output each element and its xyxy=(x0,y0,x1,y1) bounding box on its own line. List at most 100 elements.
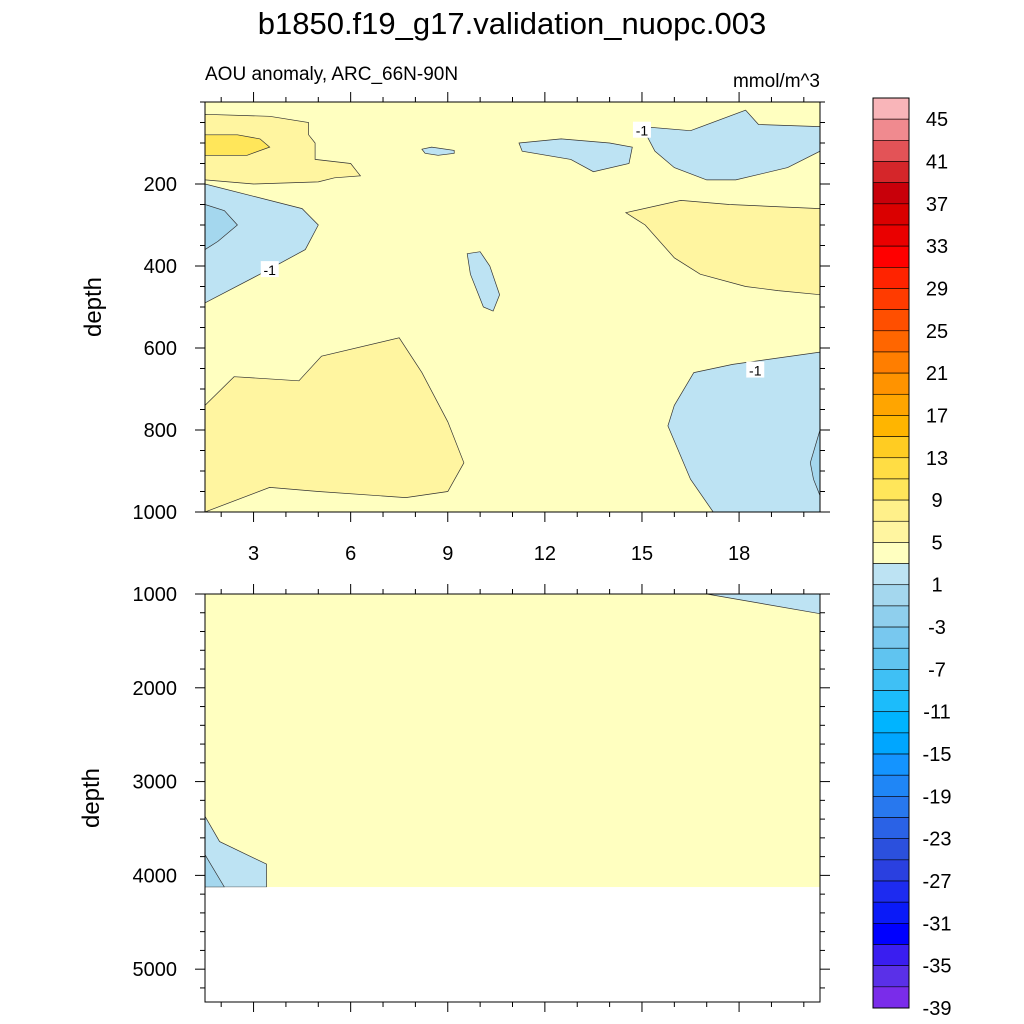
colorbar-box xyxy=(872,838,910,861)
x-tick-label: 12 xyxy=(534,543,556,565)
contour-region xyxy=(205,183,319,304)
contour-region xyxy=(205,854,225,888)
y-tick-label: 1000 xyxy=(133,502,178,524)
colorbar-box xyxy=(872,753,910,776)
colorbar-label: -39 xyxy=(923,998,952,1020)
y-axis-label: depth xyxy=(78,768,105,828)
colorbar-box xyxy=(872,774,910,797)
colorbar-box xyxy=(872,817,910,839)
colorbar-box xyxy=(872,182,910,205)
contour-region xyxy=(518,138,633,173)
contour-region xyxy=(641,109,820,181)
contour-region xyxy=(205,337,465,512)
svg-text:-1: -1 xyxy=(749,363,762,379)
colorbar-box xyxy=(872,288,910,310)
colorbar-box xyxy=(872,965,910,988)
colorbar-box xyxy=(872,859,910,882)
colorbar-box xyxy=(872,542,910,564)
colorbar-label: 37 xyxy=(926,194,948,216)
colorbar-box xyxy=(872,711,910,734)
colorbar-box xyxy=(872,669,910,691)
colorbar-box xyxy=(872,563,910,586)
colorbar-label: 5 xyxy=(931,532,942,554)
x-tick-label: 6 xyxy=(345,543,356,565)
y-tick-label: 800 xyxy=(144,420,177,442)
colorbar-label: 25 xyxy=(926,321,948,343)
colorbar-label: -23 xyxy=(923,829,952,851)
colorbar-label: -27 xyxy=(923,871,952,893)
colorbar-label: 13 xyxy=(926,448,948,470)
colorbar-label: -7 xyxy=(928,659,946,681)
colorbar-box xyxy=(872,478,910,501)
svg-text:-1: -1 xyxy=(264,262,277,278)
figure-title: b1850.f19_g17.validation_nuopc.003 xyxy=(258,6,767,41)
colorbar-box xyxy=(872,267,910,289)
colorbar-box xyxy=(872,901,910,924)
colorbar-label: 29 xyxy=(926,278,948,300)
colorbar-frame xyxy=(872,97,910,1009)
colorbar-box xyxy=(872,351,910,374)
colorbar-box xyxy=(872,245,910,268)
colorbar-box xyxy=(872,944,910,966)
colorbar-box xyxy=(872,647,910,670)
colorbar-box xyxy=(872,330,910,353)
colorbar-box xyxy=(872,626,910,649)
colorbar-box xyxy=(872,118,910,141)
colorbar-box xyxy=(872,372,910,395)
contour-label: -1 xyxy=(632,121,651,139)
contour-region xyxy=(205,113,362,185)
panel-units: mmol/m^3 xyxy=(733,71,820,92)
contour-region xyxy=(205,134,271,156)
colorbar-box xyxy=(872,605,910,628)
colorbar-box xyxy=(872,923,910,945)
colorbar-label: -11 xyxy=(923,702,950,724)
colorbar-label: -35 xyxy=(923,956,952,978)
contour-label: -1 xyxy=(746,361,765,379)
colorbar-box xyxy=(872,880,910,903)
colorbar-box xyxy=(872,97,910,120)
colorbar-box xyxy=(872,140,910,162)
colorbar-box xyxy=(872,436,910,459)
y-tick-label: 2000 xyxy=(133,678,178,700)
colorbar-box xyxy=(872,415,910,437)
colorbar-box xyxy=(872,520,910,543)
contour-region xyxy=(706,594,820,615)
colorbar-box xyxy=(872,457,910,480)
colorbar-label: -15 xyxy=(923,744,952,766)
colorbar-box xyxy=(872,584,910,607)
contour-background xyxy=(205,594,820,888)
contour-region xyxy=(466,251,500,312)
contour-label: -1 xyxy=(260,261,279,278)
y-tick-label: 600 xyxy=(144,338,177,360)
y-tick-label: 5000 xyxy=(133,959,178,981)
y-tick-label: 3000 xyxy=(133,772,178,794)
colorbar-box xyxy=(872,309,910,332)
colorbar-box xyxy=(872,393,910,416)
y-tick-label: 200 xyxy=(144,174,177,196)
contour-region xyxy=(624,200,820,296)
colorbar-box xyxy=(872,690,910,713)
colorbar-box xyxy=(872,203,910,226)
x-tick-label: 9 xyxy=(442,543,453,565)
colorbar-label: 17 xyxy=(926,405,948,427)
colorbar-label: -31 xyxy=(923,913,952,935)
colorbar-label: 21 xyxy=(926,363,948,385)
x-tick-label: 15 xyxy=(631,543,653,565)
colorbar-label: 45 xyxy=(926,109,948,131)
y-axis-label: depth xyxy=(80,277,107,337)
colorbar-box xyxy=(872,986,910,1009)
colorbar-box xyxy=(872,732,910,755)
colorbar-label: 33 xyxy=(926,236,948,258)
contour-region xyxy=(205,204,238,251)
lower-contour-panel: 1000 2000 3000 4000 5000 depth xyxy=(78,584,830,1012)
colorbar-label: 9 xyxy=(931,490,942,512)
svg-text:-1: -1 xyxy=(636,123,649,139)
y-tick-label: 400 xyxy=(144,256,177,278)
colorbar-label: 41 xyxy=(926,151,948,173)
y-tick-label: 1000 xyxy=(133,584,178,606)
colorbar: 45 41 37 33 29 25 21 17 13 9 5 1 -3 -7 -11 -15 -19 -23 -27… xyxy=(872,97,952,1020)
upper-contour-panel: 3 6 9 12 15 18 200 400 600 800 1000 depth AOU anomal… xyxy=(80,64,830,565)
colorbar-label: -19 xyxy=(923,786,952,808)
colorbar-box xyxy=(872,796,910,818)
